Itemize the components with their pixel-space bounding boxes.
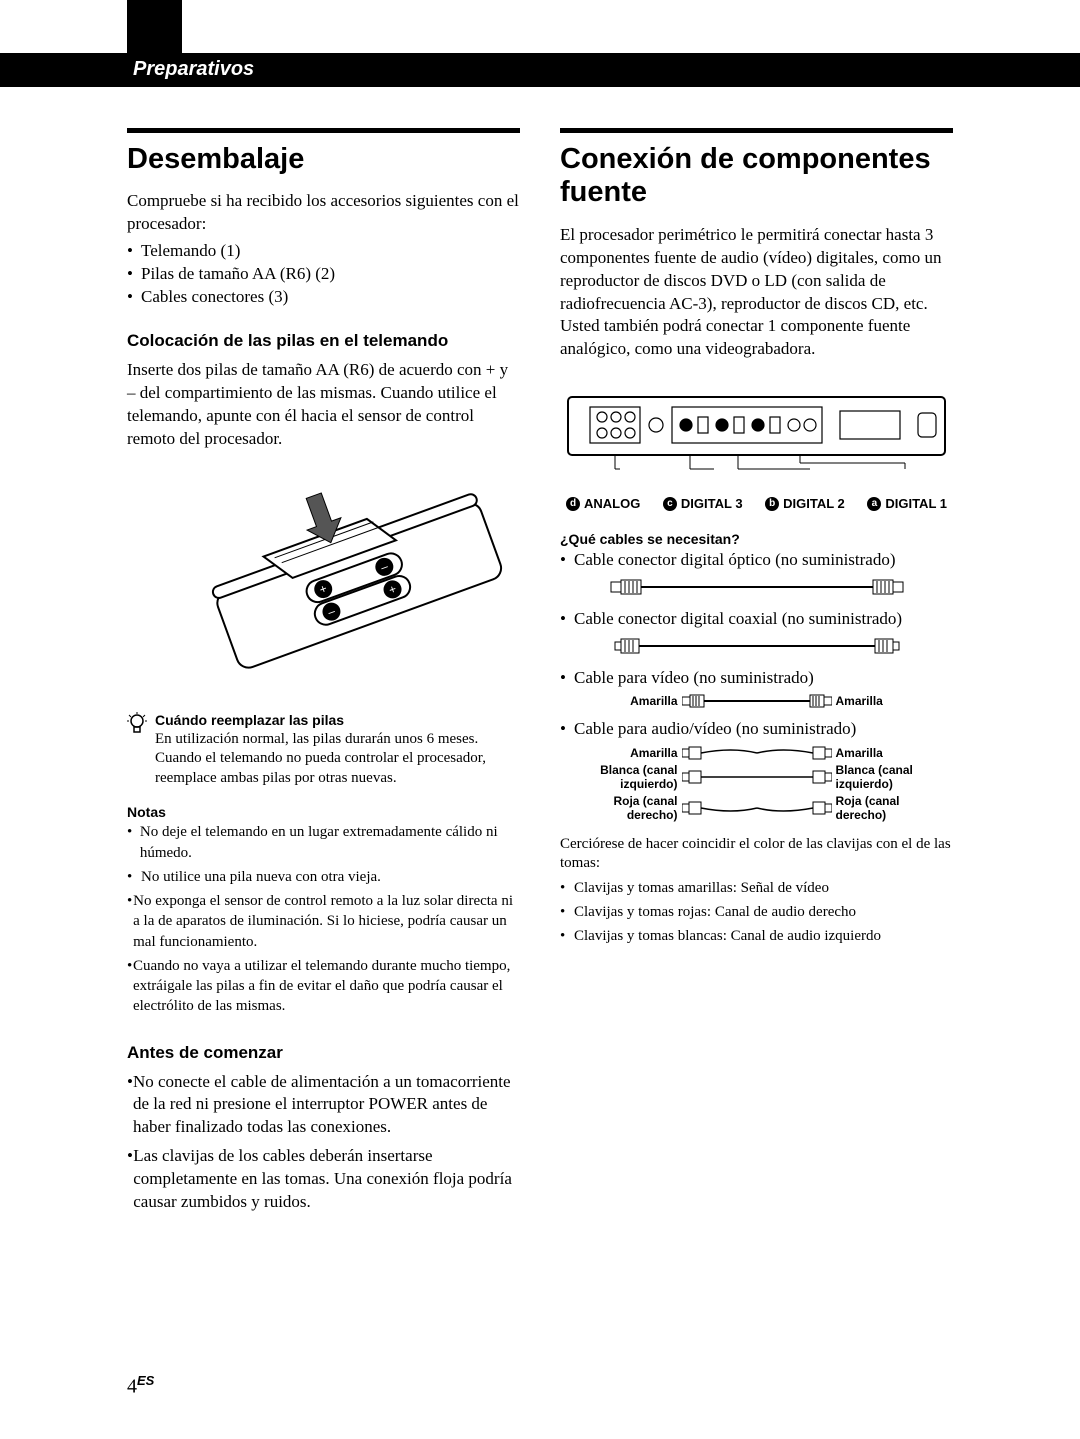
list-item: Cuando no vaya a utilizar el telemando d… — [133, 956, 520, 1017]
marker-icon: b — [765, 497, 779, 511]
list-item: Clavijas y tomas rojas: Canal de audio d… — [574, 902, 856, 922]
connector-label: DIGITAL 3 — [681, 496, 743, 511]
coax-cable-icon — [607, 635, 907, 657]
connector-label: DIGITAL 2 — [783, 496, 845, 511]
match-list: •Clavijas y tomas amarillas: Señal de ví… — [560, 878, 953, 947]
page-number-suffix: ES — [137, 1373, 154, 1388]
accessories-list: •Telemando (1) •Pilas de tamaño AA (R6) … — [127, 240, 520, 309]
right-intro: El procesador perimétrico le permitirá c… — [560, 224, 953, 362]
batteries-body: Inserte dos pilas de tamaño AA (R6) de a… — [127, 359, 520, 451]
page-number-value: 4 — [127, 1376, 137, 1398]
tip-body: En utilización normal, las pilas durarán… — [155, 730, 520, 789]
list-item: Las clavijas de los cables deberán inser… — [133, 1145, 520, 1214]
list-item: Telemando (1) — [141, 240, 240, 263]
cables-heading: ¿Qué cables se necesitan? — [560, 531, 953, 547]
tip-row: Cuándo reemplazar las pilas En utilizaci… — [127, 712, 520, 789]
match-intro: Cerciórese de hacer coincidir el color d… — [560, 835, 953, 874]
left-column: Desembalaje Compruebe si ha recibido los… — [127, 128, 520, 1236]
list-item: No exponga el sensor de control remoto a… — [133, 891, 520, 952]
lightbulb-icon — [127, 712, 147, 736]
connector-labels: d ANALOG c DIGITAL 3 b DIGITAL 2 a DIGITAL 1 — [560, 496, 953, 511]
list-item: Clavijas y tomas amarillas: Señal de víd… — [574, 878, 829, 898]
left-intro: Compruebe si ha recibido los accesorios … — [127, 190, 520, 236]
list-item: Pilas de tamaño AA (R6) (2) — [141, 263, 335, 286]
section-title: Preparativos — [133, 58, 254, 81]
marker-icon: c — [663, 497, 677, 511]
heading-rule — [560, 128, 953, 133]
cable-color-label: Roja (canal derecho) — [582, 794, 682, 823]
list-item: No deje el telemando en un lugar extrema… — [140, 822, 520, 863]
cable-color-label: Roja (canal derecho) — [832, 794, 932, 823]
notes-heading: Notas — [127, 804, 520, 820]
list-item: Clavijas y tomas blancas: Canal de audio… — [574, 926, 881, 946]
tip-heading: Cuándo reemplazar las pilas — [155, 712, 520, 728]
list-item: No utilice una pila nueva con otra vieja… — [141, 867, 381, 887]
cable-color-label: Blanca (canal izquierdo) — [832, 763, 932, 792]
page-number: 4ES — [127, 1373, 154, 1399]
rca-cable-icon — [682, 745, 832, 761]
connector-label: DIGITAL 1 — [885, 496, 947, 511]
cable-color-label: Blanca (canal izquierdo) — [582, 763, 682, 792]
remote-battery-figure: + – – + — [127, 463, 520, 693]
rear-panel-figure — [560, 389, 953, 489]
list-item: Cables conectores (3) — [141, 286, 288, 309]
before-list: •No conecte el cable de alimentación a u… — [127, 1071, 520, 1215]
rca-cable-icon — [682, 800, 832, 816]
connector-label: ANALOG — [584, 496, 640, 511]
before-heading: Antes de comenzar — [127, 1043, 520, 1063]
marker-icon: a — [867, 497, 881, 511]
rca-cable-icon — [682, 692, 832, 710]
list-item: Cable para audio/vídeo (no suministrado) — [574, 718, 856, 741]
notes-list: •No deje el telemando en un lugar extrem… — [127, 822, 520, 1016]
cable-color-label: Amarilla — [832, 694, 932, 708]
marker-icon: d — [566, 497, 580, 511]
cable-color-label: Amarilla — [582, 746, 682, 760]
heading-rule — [127, 128, 520, 133]
list-item: Cable conector digital óptico (no sumini… — [574, 549, 896, 572]
rca-cable-icon — [682, 769, 832, 785]
content-columns: Desembalaje Compruebe si ha recibido los… — [127, 128, 953, 1236]
list-item: Cable para vídeo (no suministrado) — [574, 667, 814, 690]
video-cable-row: Amarilla Amarilla — [560, 692, 953, 710]
right-column: Conexión de componentes fuente El proces… — [560, 128, 953, 1236]
right-title: Conexión de componentes fuente — [560, 143, 953, 210]
list-item: No conecte el cable de alimentación a un… — [133, 1071, 520, 1140]
av-cable-block: Amarilla Amarilla Blanca (canal izquierd… — [560, 745, 953, 823]
optical-cable-icon — [607, 576, 907, 598]
header-accent-block — [127, 0, 182, 53]
left-title: Desembalaje — [127, 143, 520, 176]
batteries-heading: Colocación de las pilas en el telemando — [127, 331, 520, 351]
list-item: Cable conector digital coaxial (no sumin… — [574, 608, 902, 631]
cable-color-label: Amarilla — [582, 694, 682, 708]
cable-color-label: Amarilla — [832, 746, 932, 760]
